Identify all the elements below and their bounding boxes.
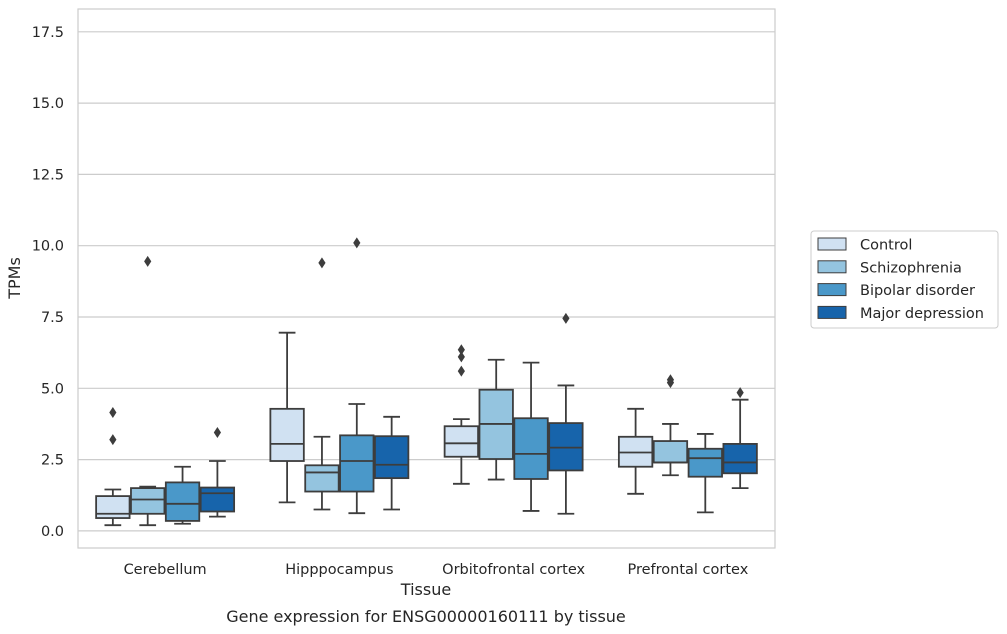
- box-3-1: [652, 374, 689, 477]
- x-tick-label: Hipppocampus: [285, 562, 393, 578]
- y-tick-label: 10.0: [32, 239, 64, 255]
- y-axis-ticks: 0.0 2.5 5.0 7.5 10.0 12.5 15.0 17.5: [32, 25, 64, 540]
- legend-label: Bipolar disorder: [860, 283, 975, 299]
- y-tick-label: 5.0: [41, 381, 64, 397]
- grid-lines: [78, 31, 775, 532]
- box-2-2: [513, 361, 549, 512]
- outlier-point: [457, 344, 465, 356]
- box-0-2: [164, 465, 201, 525]
- box-iqr: [687, 447, 723, 478]
- outlier-point: [457, 365, 465, 377]
- plot-boxes: [95, 237, 758, 527]
- box-2-3: [548, 312, 584, 515]
- y-tick-label: 15.0: [32, 96, 64, 112]
- outlier-point: [144, 255, 152, 267]
- y-tick-label: 7.5: [41, 310, 64, 326]
- legend-frame: [810, 230, 999, 329]
- box-iqr: [513, 417, 549, 480]
- x-tick-label: Orbitofrontal cortex: [442, 562, 585, 578]
- box-3-0: [617, 407, 654, 495]
- x-axis-ticks: Cerebellum Hipppocampus Orbitofrontal cort…: [124, 562, 749, 578]
- plot-area-frame: [77, 8, 776, 549]
- x-tick-label: Cerebellum: [124, 562, 207, 578]
- legend-swatch: [817, 283, 847, 297]
- outlier-point: [562, 312, 570, 324]
- chart-caption: Gene expression for ENSG00000160111 by t…: [226, 607, 626, 626]
- y-tick-label: 12.5: [32, 167, 64, 183]
- box-iqr: [199, 486, 236, 513]
- box-2-0: [443, 344, 479, 485]
- box-iqr: [374, 435, 410, 480]
- y-tick-label: 2.5: [41, 453, 64, 469]
- legend-label: Schizophrenia: [860, 260, 962, 276]
- x-tick-label: Prefrontal cortex: [627, 562, 748, 578]
- y-tick-label: 17.5: [32, 25, 64, 41]
- outlier-point: [109, 407, 117, 419]
- box-iqr: [443, 425, 479, 458]
- box-iqr: [339, 434, 375, 493]
- legend-swatch: [817, 237, 847, 251]
- box-iqr: [269, 407, 305, 462]
- y-axis-label: TPMs: [5, 257, 24, 300]
- box-1-0: [269, 331, 305, 504]
- box-0-0: [95, 407, 131, 527]
- box-1-1: [304, 257, 340, 511]
- legend-swatch: [817, 260, 847, 274]
- outlier-point: [666, 374, 675, 386]
- outlier-point: [353, 237, 361, 249]
- box-2-1: [478, 358, 514, 481]
- box-iqr: [652, 440, 689, 464]
- box-0-1: [130, 255, 166, 527]
- box-3-3: [722, 387, 758, 490]
- box-1-3: [374, 415, 410, 511]
- legend-label: Control: [860, 238, 912, 254]
- box-3-2: [687, 433, 723, 514]
- x-axis-label: Tissue: [400, 580, 451, 599]
- outlier-point: [213, 427, 221, 438]
- box-iqr: [304, 464, 340, 493]
- outlier-point: [109, 434, 117, 446]
- outlier-point: [318, 257, 326, 269]
- outlier-point: [457, 351, 465, 363]
- box-iqr: [164, 481, 201, 522]
- box-0-3: [199, 427, 236, 518]
- legend-label: Major depression: [860, 306, 984, 322]
- box-iqr: [95, 495, 131, 519]
- legend: Control Schizophrenia Bipolar disorder Majo…: [810, 230, 999, 329]
- outlier-point: [736, 387, 744, 399]
- y-tick-label: 0.0: [41, 524, 64, 540]
- box-iqr: [130, 487, 166, 515]
- legend-swatch: [817, 305, 847, 319]
- box-iqr: [722, 443, 758, 475]
- box-1-2: [339, 237, 375, 515]
